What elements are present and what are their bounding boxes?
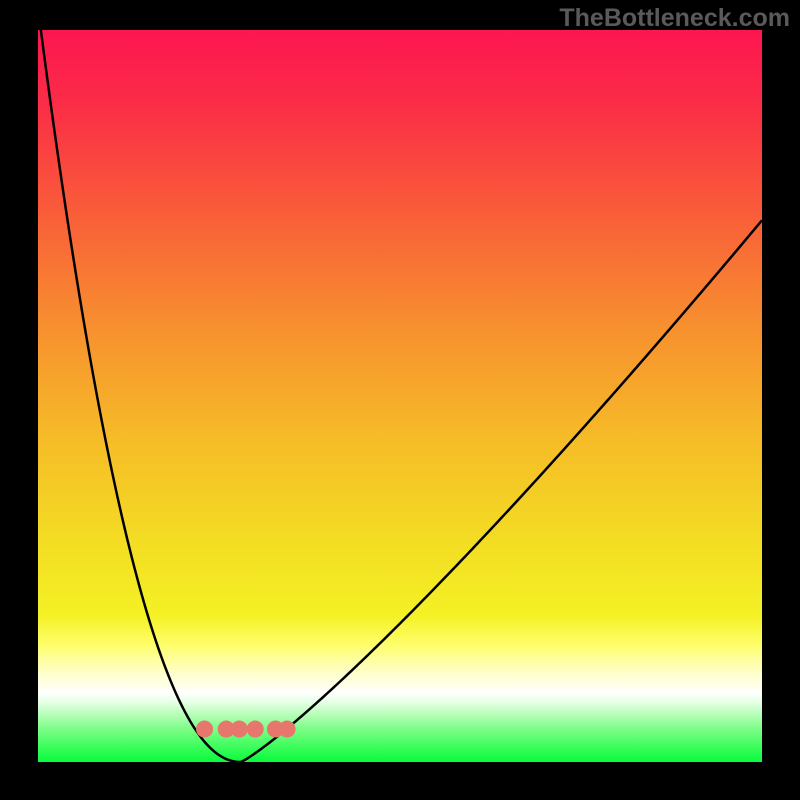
valley-marker <box>196 721 213 738</box>
gradient-background <box>38 30 762 762</box>
watermark-text: TheBottleneck.com <box>559 4 790 33</box>
valley-marker <box>247 721 264 738</box>
valley-marker <box>231 721 248 738</box>
chart-frame: TheBottleneck.com <box>0 0 800 800</box>
plot-svg <box>38 30 762 762</box>
plot-area <box>38 30 762 762</box>
valley-marker <box>279 721 296 738</box>
